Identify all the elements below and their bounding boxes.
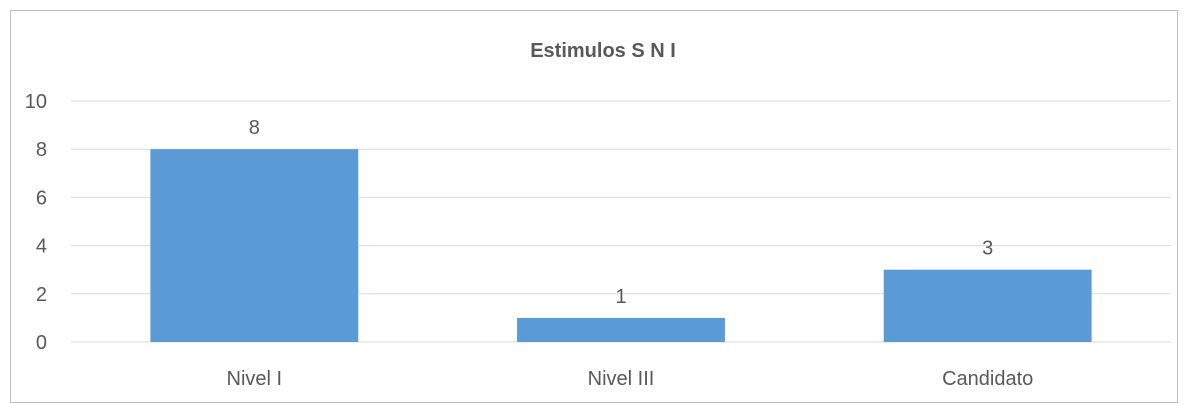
x-axis-categories: Nivel I Nivel III Candidato [227,368,1034,390]
y-tick-label: 10 [25,91,47,113]
chart-title: Estimulos S N I [530,40,676,62]
x-tick-label: Nivel III [588,368,655,390]
data-label: 1 [615,286,626,308]
data-labels: 8 1 3 [249,117,993,308]
bar-candidato [883,269,1092,342]
data-label: 3 [982,238,993,260]
x-tick-label: Nivel I [227,368,283,390]
bar-nivel-i [150,149,359,342]
data-label: 8 [249,117,260,139]
y-axis-ticks: 0 2 4 6 8 10 [25,91,47,354]
bars [150,149,1092,342]
y-tick-label: 6 [36,187,47,209]
bar-nivel-iii [517,317,725,342]
y-tick-label: 2 [36,284,47,306]
y-tick-label: 0 [36,332,47,354]
x-tick-label: Candidato [942,368,1033,390]
y-tick-label: 8 [36,139,47,161]
y-tick-label: 4 [36,236,47,258]
